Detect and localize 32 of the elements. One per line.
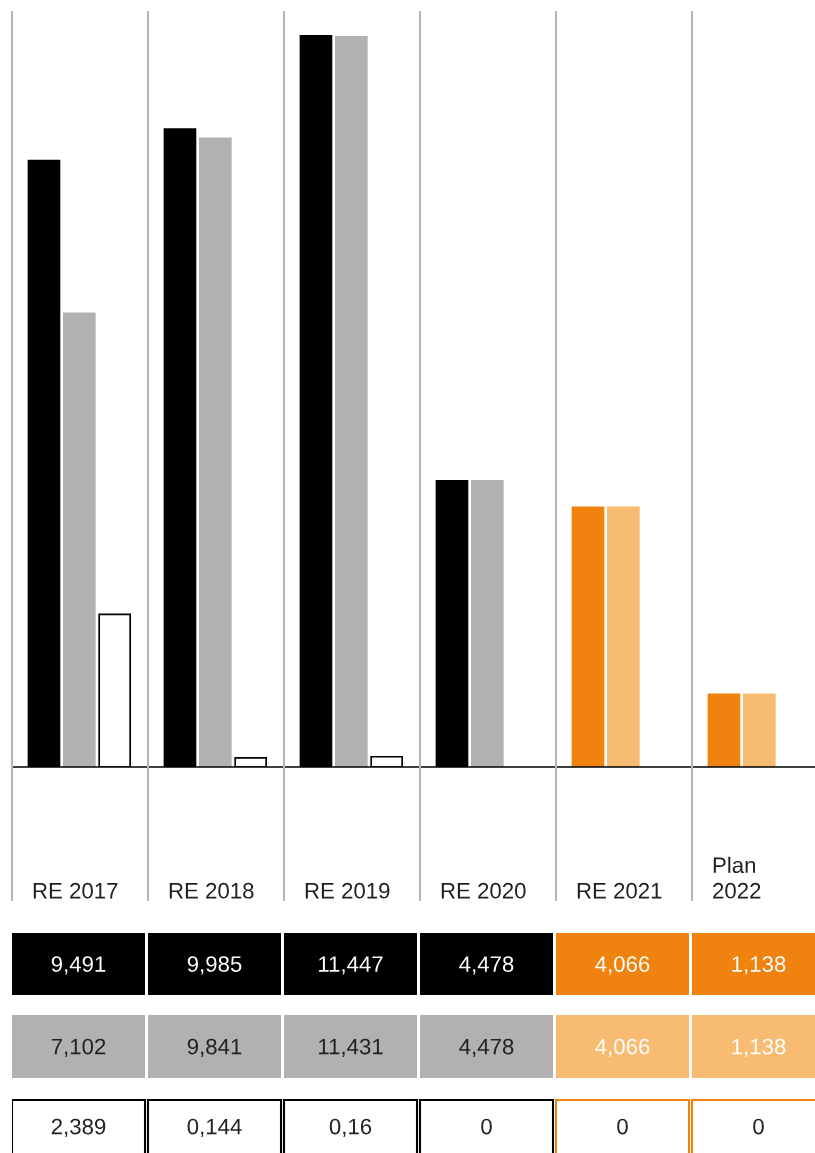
x-tick-label: RE 2019 <box>305 882 390 899</box>
data-label: 4,478 <box>459 956 514 975</box>
data-label: 4,478 <box>459 1038 514 1058</box>
x-tick-label: Plan 2022 <box>713 856 761 899</box>
data-label: 0 <box>481 1118 492 1135</box>
data-label: 9,491 <box>51 956 106 975</box>
data-label: 0 <box>617 1118 628 1135</box>
bar <box>198 137 232 767</box>
data-label: 9,985 <box>187 956 242 975</box>
x-tick-label: RE 2020 <box>441 882 526 899</box>
data-label: 4,066 <box>595 1038 650 1058</box>
x-tick-label: RE 2017 <box>33 882 118 899</box>
data-label: 1,138 <box>732 1038 786 1058</box>
data-label: 0 <box>753 1118 764 1135</box>
bar <box>334 35 368 767</box>
bar <box>606 506 640 767</box>
data-label: 9,841 <box>187 1038 242 1058</box>
data-label: 1,138 <box>732 956 786 975</box>
x-tick-label: RE 2018 <box>169 882 254 899</box>
data-label: 7,102 <box>51 1038 106 1058</box>
bar <box>470 480 504 767</box>
bar <box>742 693 776 767</box>
data-label: 4,066 <box>595 956 650 975</box>
data-label: 11,431 <box>319 1038 383 1058</box>
data-label: 2,389 <box>51 1118 106 1138</box>
x-tick-label: RE 2021 <box>577 882 662 899</box>
bar <box>571 506 605 767</box>
data-label: 0,144 <box>187 1118 242 1138</box>
data-label: 0,16 <box>329 1118 372 1138</box>
bar <box>62 312 96 767</box>
data-label: 11,447 <box>319 956 383 975</box>
bar <box>707 693 741 767</box>
